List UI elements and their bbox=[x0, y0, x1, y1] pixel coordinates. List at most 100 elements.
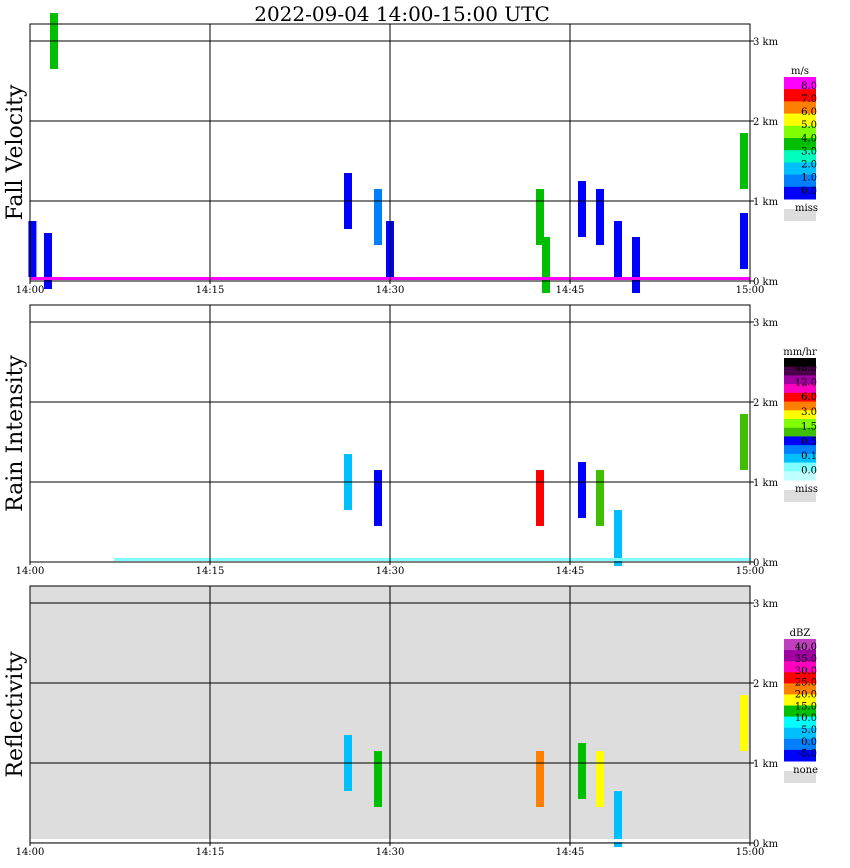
echo-mark bbox=[596, 751, 604, 807]
echo-mark bbox=[542, 237, 550, 293]
echo-mark bbox=[578, 743, 586, 799]
height-tick-label: 2 km bbox=[753, 117, 779, 128]
legend-swatch bbox=[784, 694, 816, 707]
echo-mark bbox=[536, 189, 544, 245]
echo-mark bbox=[536, 751, 544, 807]
legend-swatch bbox=[784, 716, 816, 729]
legend-swatch bbox=[784, 375, 816, 385]
legend-swatch bbox=[784, 661, 816, 673]
legend-swatch bbox=[784, 650, 816, 662]
legend-swatch bbox=[784, 410, 816, 420]
legend-label: 0.0 bbox=[801, 466, 817, 477]
echo-mark bbox=[614, 510, 622, 566]
echo-mark bbox=[614, 791, 622, 847]
legend-label: 3.0 bbox=[801, 407, 817, 418]
echo-mark bbox=[614, 221, 622, 277]
echo-mark bbox=[374, 470, 382, 526]
legend-swatch bbox=[784, 101, 816, 115]
legend-swatch bbox=[784, 138, 816, 151]
legend-label: 6.0 bbox=[801, 107, 817, 118]
legend-label: 10.0 bbox=[795, 713, 817, 724]
legend-label: 25.0 bbox=[795, 678, 817, 689]
legend-missing-label: miss bbox=[795, 203, 818, 214]
echo-mark bbox=[374, 189, 382, 245]
legend-swatch bbox=[784, 174, 816, 188]
echo-mark bbox=[740, 133, 748, 189]
echo-mark bbox=[28, 221, 37, 277]
legend-label: 0.5 bbox=[801, 436, 817, 447]
panels: 0 km 1 km 2 km 3 km 14:00 14:15 14:30 14:45 15:0… bbox=[3, 13, 818, 858]
legend-swatch bbox=[784, 683, 816, 695]
legend-swatch bbox=[784, 366, 816, 376]
legend-swatch bbox=[784, 749, 816, 762]
legend-unit: m/s bbox=[791, 66, 809, 77]
time-tick-label: 14:45 bbox=[556, 285, 585, 296]
legend-swatch bbox=[784, 727, 816, 740]
time-tick-label: 14:15 bbox=[196, 566, 225, 577]
legend-swatch bbox=[784, 186, 816, 200]
legend-label: 7.0 bbox=[801, 94, 817, 105]
legend-label: 30.0 bbox=[795, 666, 817, 677]
time-tick-label: 14:00 bbox=[16, 285, 45, 296]
panel-3: 0 km 1 km 2 km 3 km 14:00 14:15 14:30 14:45 15:0… bbox=[3, 585, 818, 858]
echo-mark bbox=[740, 695, 748, 751]
echo-mark bbox=[740, 213, 748, 269]
legend-swatch bbox=[784, 419, 816, 429]
legend-swatch bbox=[784, 471, 816, 481]
legend-label: 5.0 bbox=[801, 725, 817, 736]
legend-missing-swatch bbox=[784, 490, 816, 502]
legend-swatch bbox=[784, 150, 816, 163]
legend-swatch bbox=[784, 162, 816, 176]
height-tick-label: 3 km bbox=[753, 599, 779, 610]
echo-mark bbox=[578, 462, 586, 518]
time-tick-label: 14:30 bbox=[376, 566, 405, 577]
height-tick-label: 1 km bbox=[753, 197, 779, 208]
time-tick-label: 14:15 bbox=[196, 285, 225, 296]
panel-ylabel: Fall Velocity bbox=[3, 84, 28, 220]
echo-mark bbox=[44, 233, 52, 289]
legend-swatch bbox=[784, 639, 816, 651]
legend-swatch bbox=[784, 672, 816, 684]
legend-label: 48.0 bbox=[795, 363, 817, 374]
time-tick-label: 14:30 bbox=[376, 285, 405, 296]
time-tick-label: 14:15 bbox=[196, 847, 225, 858]
legend-swatch bbox=[784, 384, 816, 394]
legend-swatch bbox=[784, 392, 816, 403]
legend-swatch bbox=[784, 358, 816, 368]
panel-1: 0 km 1 km 2 km 3 km 14:00 14:15 14:30 14:45 15:0… bbox=[3, 13, 818, 296]
legend-label: 3.0 bbox=[801, 146, 817, 157]
legend-swatch bbox=[784, 462, 816, 472]
height-tick-label: 1 km bbox=[753, 759, 779, 770]
legend-unit: dBZ bbox=[790, 628, 811, 639]
height-tick-label: 0 km bbox=[753, 558, 779, 569]
legend-swatch bbox=[784, 77, 816, 90]
legend-swatch bbox=[784, 427, 816, 437]
figure-title: 2022-09-04 14:00-15:00 UTC bbox=[254, 2, 550, 26]
panel-2: 0 km 1 km 2 km 3 km 14:00 14:15 14:30 14:45 15:0… bbox=[3, 304, 818, 577]
legend-swatch bbox=[784, 453, 816, 464]
legend-swatch bbox=[784, 738, 816, 751]
legend-swatch bbox=[784, 89, 816, 102]
legend-label: -5.0 bbox=[798, 749, 817, 760]
legend-missing-swatch bbox=[784, 771, 816, 783]
echo-mark bbox=[596, 189, 604, 245]
height-tick-label: 3 km bbox=[753, 37, 779, 48]
echo-mark bbox=[536, 470, 544, 526]
legend-label: 1.0 bbox=[801, 173, 817, 184]
height-tick-label: 1 km bbox=[753, 478, 779, 489]
legend-missing-swatch bbox=[784, 209, 816, 221]
echo-mark bbox=[740, 414, 748, 470]
surface-strip bbox=[114, 558, 750, 561]
legend-label: 0.0 bbox=[801, 737, 817, 748]
legend-label: 35.0 bbox=[795, 654, 817, 665]
legend-swatch bbox=[784, 436, 816, 446]
height-tick-label: 3 km bbox=[753, 318, 779, 329]
panel-ylabel: Rain Intensity bbox=[3, 354, 28, 511]
legend-swatch bbox=[784, 401, 816, 411]
legend-label: 0.0 bbox=[801, 186, 817, 197]
legend-label: 40.0 bbox=[795, 642, 817, 653]
time-tick-label: 15:00 bbox=[736, 566, 765, 577]
legend-label: 4.0 bbox=[801, 133, 817, 144]
legend-swatch bbox=[784, 125, 816, 139]
